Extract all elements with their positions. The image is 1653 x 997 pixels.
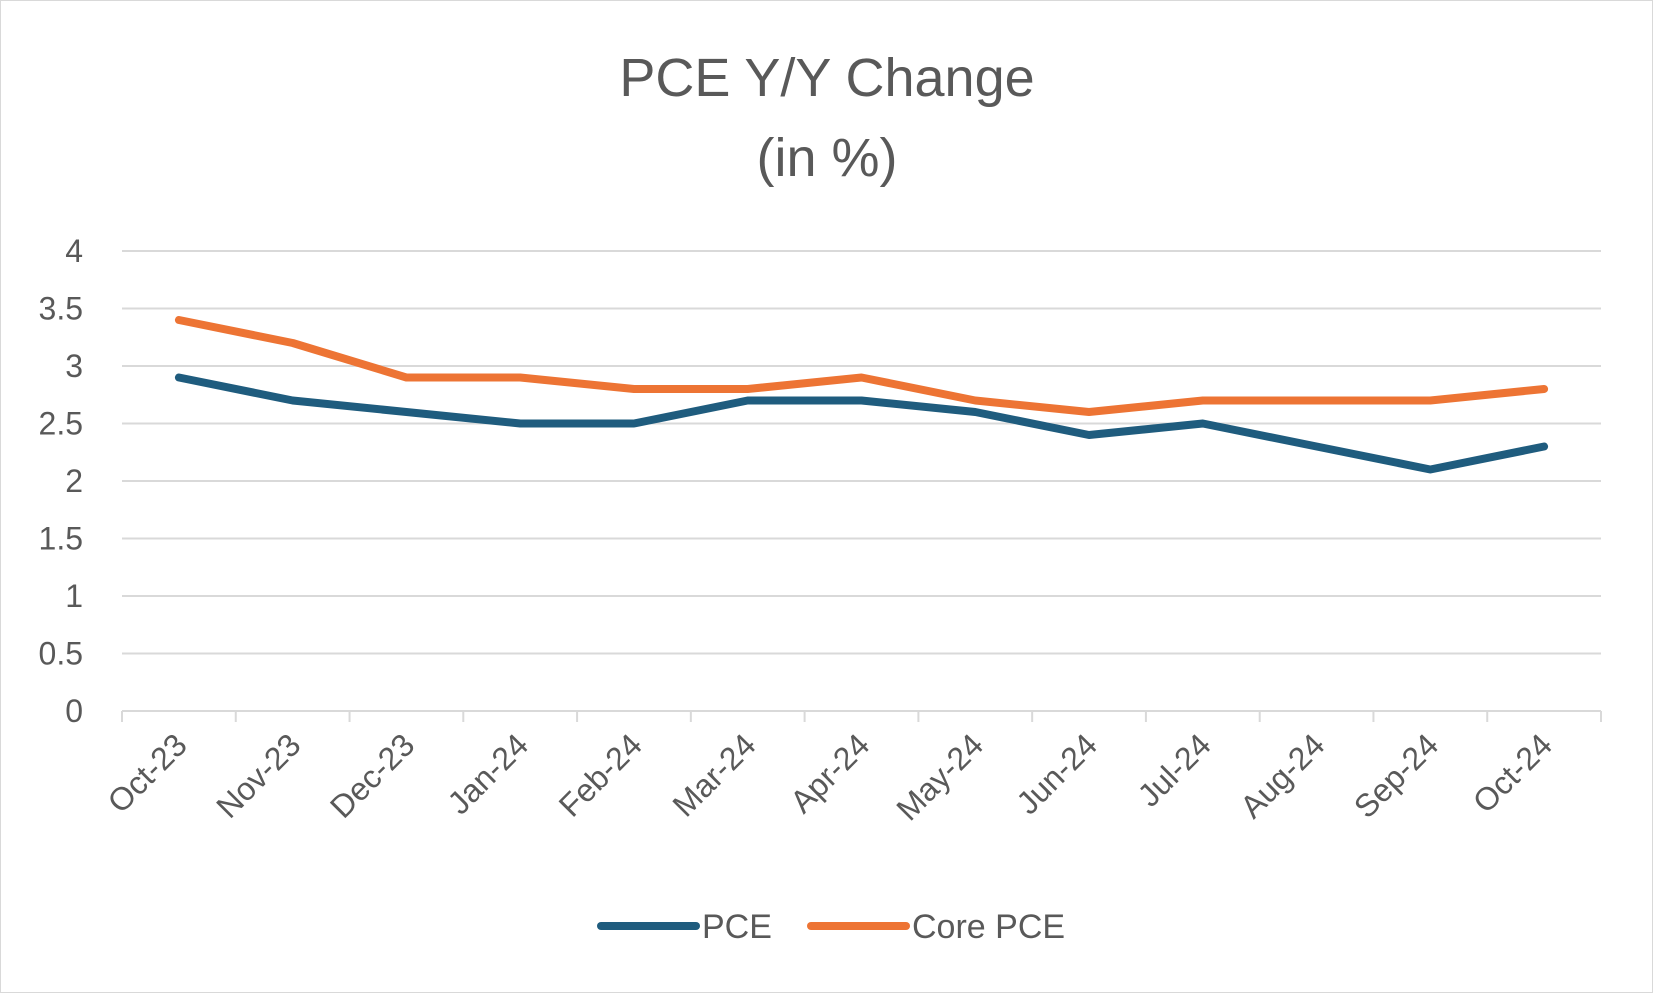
y-tick-label: 2.5 bbox=[39, 406, 83, 442]
x-tick-label: Aug-24 bbox=[1233, 726, 1331, 824]
y-tick-label: 1 bbox=[65, 578, 83, 614]
x-tick-label: Sep-24 bbox=[1347, 726, 1445, 824]
x-tick-label: May-24 bbox=[889, 726, 990, 827]
x-tick-label: Feb-24 bbox=[552, 726, 649, 823]
x-tick-label: Nov-23 bbox=[209, 726, 307, 824]
legend-label: Core PCE bbox=[912, 908, 1065, 946]
x-tick-label: Apr-24 bbox=[783, 726, 876, 819]
y-tick-label: 0.5 bbox=[39, 636, 83, 672]
y-tick-label: 3.5 bbox=[39, 291, 83, 327]
x-tick-label: Oct-24 bbox=[1466, 726, 1559, 819]
x-tick-label: Dec-23 bbox=[323, 726, 421, 824]
y-tick-label: 2 bbox=[65, 463, 83, 499]
series-lines bbox=[174, 316, 1549, 474]
y-tick-label: 1.5 bbox=[39, 521, 83, 557]
chart-title: PCE Y/Y Change bbox=[619, 48, 1034, 108]
y-tick-label: 3 bbox=[65, 348, 83, 384]
x-tick-label: Jan-24 bbox=[441, 726, 536, 821]
x-axis-labels: Oct-23 Nov-23 Dec-23 Jan-24 Feb-24 Mar-24 Apr-… bbox=[100, 726, 1559, 827]
gridlines bbox=[122, 250, 1601, 655]
series-line-core-pce bbox=[174, 316, 1549, 416]
x-tick-label: Jul-24 bbox=[1131, 726, 1218, 813]
legend: PCE Core PCE bbox=[597, 908, 1065, 946]
x-tick-label: Oct-23 bbox=[100, 726, 193, 819]
y-tick-label: 4 bbox=[65, 233, 83, 269]
legend-label: PCE bbox=[702, 908, 772, 946]
chart-subtitle: (in %) bbox=[756, 128, 897, 188]
y-tick-label: 0 bbox=[65, 693, 83, 729]
x-axis bbox=[121, 710, 1602, 722]
series-line-pce bbox=[174, 373, 1549, 474]
x-tick-label: Mar-24 bbox=[666, 726, 763, 823]
y-axis-labels: 0 0.5 1 1.5 2 2.5 3 3.5 4 bbox=[39, 233, 83, 729]
x-tick-label: Jun-24 bbox=[1009, 726, 1104, 821]
